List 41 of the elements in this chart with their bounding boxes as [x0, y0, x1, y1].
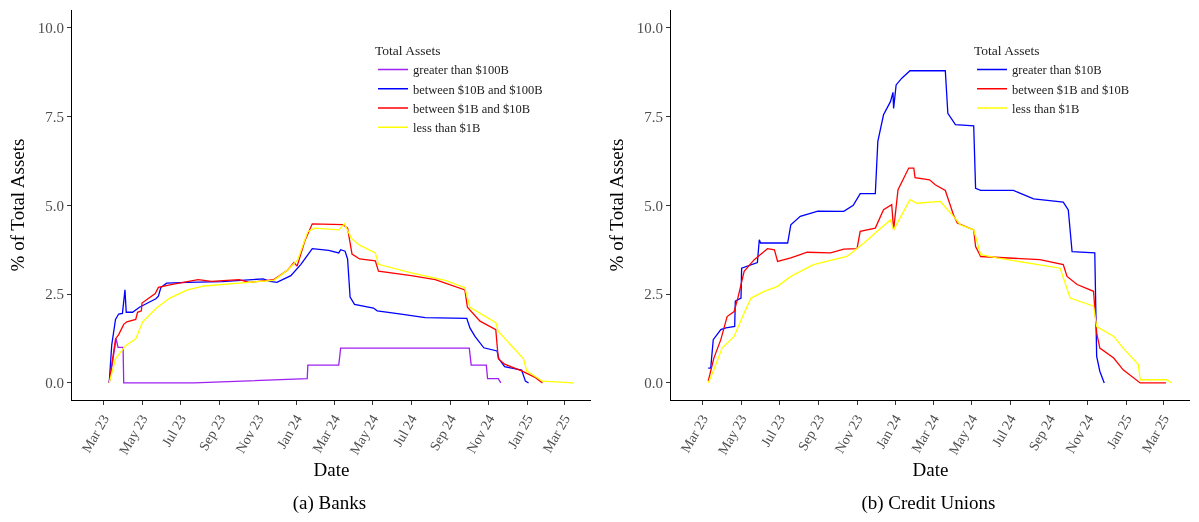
- y-tick-label: 5.0: [644, 197, 663, 214]
- legend-label: between $1B and $10B: [1012, 82, 1130, 97]
- text: (a) Banks: [292, 491, 367, 514]
- y-tick-label: 0.0: [644, 375, 663, 392]
- x-tick-label: Jan 24: [274, 412, 306, 452]
- x-tick-label: Sep 24: [426, 412, 460, 454]
- legend-title: Total Assets: [375, 42, 441, 58]
- line-series: [108, 337, 502, 384]
- y-tick-label: 0.0: [45, 375, 64, 392]
- legend-label: greater than $10B: [1012, 63, 1102, 78]
- x-tick-label: Jan 25: [504, 412, 536, 452]
- x-axis-title: Date: [313, 458, 350, 480]
- y-tick-label: 7.5: [644, 108, 663, 125]
- legend-label: less than $1B: [413, 121, 481, 136]
- x-tick-label: Jan 24: [873, 412, 905, 452]
- legend-label: greater than $100B: [413, 63, 509, 78]
- line-series: [108, 248, 530, 384]
- x-tick-label: Jul 23: [758, 412, 789, 450]
- x-axis-title: Date: [912, 458, 949, 480]
- y-tick-label: 2.5: [45, 286, 64, 303]
- x-tick-label: Sep 23: [794, 412, 828, 454]
- legend-title: Total Assets: [974, 42, 1040, 58]
- y-tick-label: 10.0: [37, 20, 64, 37]
- x-tick-label: Jan 25: [1103, 412, 1135, 452]
- x-tick-label: Jul 24: [989, 412, 1019, 450]
- legend-label: between $10B and $100B: [413, 82, 543, 97]
- legend-label: between $1B and $10B: [413, 101, 531, 116]
- x-tick-label: Jul 24: [390, 412, 420, 450]
- y-axis-title: % of Total Assets: [605, 138, 627, 272]
- y-tick-label: 2.5: [644, 286, 663, 303]
- y-tick-label: 10.0: [636, 20, 663, 37]
- text: (b) Credit Unions: [861, 491, 996, 514]
- y-axis-title: % of Total Assets: [6, 138, 28, 272]
- x-tick-label: Sep 24: [1025, 412, 1059, 454]
- y-tick-label: 5.0: [45, 197, 64, 214]
- x-tick-label: Sep 23: [195, 412, 229, 454]
- line-series: [707, 199, 1173, 384]
- y-tick-label: 7.5: [45, 108, 64, 125]
- legend-label: less than $1B: [1012, 101, 1080, 116]
- x-tick-label: Jul 23: [159, 412, 190, 450]
- line-series: [707, 167, 1167, 384]
